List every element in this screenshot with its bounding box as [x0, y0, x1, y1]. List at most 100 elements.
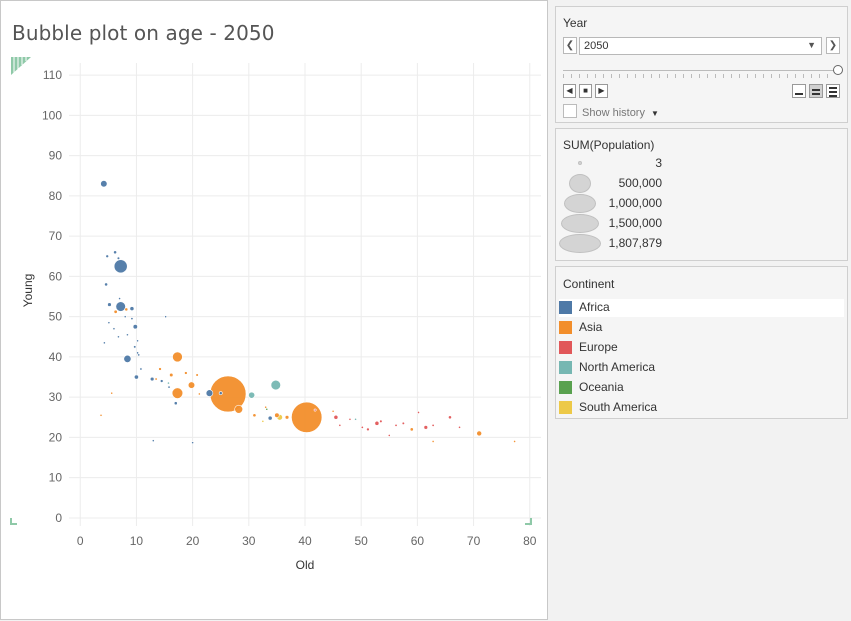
bubble-africa[interactable]: [104, 282, 108, 287]
prev-year-button[interactable]: ❮: [563, 37, 577, 54]
next-year-button[interactable]: ❯: [826, 37, 840, 54]
show-history-toggle[interactable]: Show history ▼: [563, 104, 659, 119]
bubble-north-america[interactable]: [167, 381, 170, 385]
bubble-asia[interactable]: [172, 351, 183, 363]
bubble-africa[interactable]: [205, 389, 214, 397]
bubble-asia[interactable]: [113, 309, 118, 314]
speed-slow-button[interactable]: [792, 84, 806, 98]
bubble-europe[interactable]: [338, 423, 342, 427]
bubble-africa[interactable]: [139, 367, 143, 371]
bubble-africa[interactable]: [118, 297, 121, 300]
bubble-africa[interactable]: [100, 180, 108, 188]
bubble-africa[interactable]: [132, 324, 138, 330]
bubble-europe[interactable]: [348, 417, 352, 421]
bubble-europe[interactable]: [423, 425, 429, 430]
bubble-asia[interactable]: [234, 404, 244, 414]
bubble-south-america[interactable]: [261, 419, 265, 423]
bubble-africa[interactable]: [164, 315, 168, 319]
bubble-europe[interactable]: [458, 425, 461, 429]
bubble-asia[interactable]: [158, 367, 162, 371]
bubble-asia[interactable]: [124, 307, 129, 312]
bubble-africa[interactable]: [123, 354, 132, 363]
zone-grip-icon[interactable]: [11, 57, 31, 75]
bubble-asia[interactable]: [284, 415, 290, 420]
bubble-africa[interactable]: [136, 339, 139, 343]
stop-button[interactable]: ■: [579, 84, 592, 98]
bubble-north-america[interactable]: [354, 417, 357, 421]
bubble-africa[interactable]: [103, 341, 106, 345]
caret-down-icon[interactable]: ▼: [651, 109, 659, 118]
bubble-asia[interactable]: [476, 430, 482, 437]
bubble-chart[interactable]: 0 10 20 30 40 50 60 70 80 0 10 20 30 40 50 60 70 80 90 100 1…: [1, 1, 549, 621]
bubble-asia[interactable]: [274, 412, 280, 418]
step-forward-button[interactable]: ▶: [595, 84, 608, 98]
bubble-asia[interactable]: [171, 387, 184, 399]
bubble-africa[interactable]: [117, 335, 120, 339]
bubble-africa[interactable]: [116, 256, 121, 260]
bubble-africa[interactable]: [167, 385, 171, 389]
bubble-africa[interactable]: [151, 439, 155, 443]
bubble-europe[interactable]: [387, 434, 391, 437]
bubble-africa[interactable]: [267, 415, 273, 421]
legend-item-south-america[interactable]: South America: [559, 399, 844, 417]
legend-item-africa[interactable]: Africa: [559, 299, 844, 317]
bubble-africa[interactable]: [113, 250, 117, 255]
bubble-north-america[interactable]: [270, 379, 281, 391]
speed-fast-button[interactable]: [826, 84, 840, 98]
bubble-asia[interactable]: [513, 440, 516, 443]
bubble-europe[interactable]: [333, 414, 339, 420]
bubble-europe[interactable]: [401, 421, 405, 425]
bubble-africa[interactable]: [159, 379, 164, 383]
bubble-africa[interactable]: [107, 302, 112, 307]
bubble-asia[interactable]: [197, 392, 201, 396]
bubble-africa[interactable]: [191, 441, 195, 445]
bubble-africa[interactable]: [107, 321, 111, 325]
bubble-africa[interactable]: [133, 345, 137, 349]
bubble-asia[interactable]: [184, 371, 188, 375]
bubble-asia[interactable]: [110, 391, 114, 395]
show-history-checkbox[interactable]: [563, 104, 577, 118]
bubble-africa[interactable]: [105, 254, 109, 259]
bubble-asia[interactable]: [99, 413, 103, 417]
bubble-africa[interactable]: [136, 351, 139, 355]
bubble-europe[interactable]: [360, 425, 364, 429]
bubble-africa[interactable]: [130, 317, 134, 321]
bubble-africa[interactable]: [123, 315, 127, 319]
bubble-asia[interactable]: [252, 413, 257, 418]
legend-item-asia[interactable]: Asia: [559, 319, 844, 337]
bubble-europe[interactable]: [431, 423, 435, 427]
bubble-asia[interactable]: [264, 405, 268, 409]
legend-item-oceania[interactable]: Oceania: [559, 379, 844, 397]
bubble-asia[interactable]: [195, 373, 199, 377]
bubble-europe[interactable]: [374, 420, 380, 426]
bubble-europe[interactable]: [417, 411, 420, 414]
bubble-europe[interactable]: [313, 408, 317, 412]
bubble-asia[interactable]: [431, 440, 435, 443]
legend-item-north-america[interactable]: North America: [559, 359, 844, 377]
bubble-africa[interactable]: [112, 327, 116, 331]
bubble-asia[interactable]: [187, 381, 196, 389]
bubble-africa[interactable]: [149, 376, 155, 382]
bubble-asia[interactable]: [169, 372, 174, 378]
bubble-europe[interactable]: [366, 427, 370, 432]
bubble-africa[interactable]: [218, 391, 223, 396]
bubble-asia[interactable]: [291, 401, 323, 433]
step-back-button[interactable]: ◀: [563, 84, 576, 98]
year-slider-thumb[interactable]: [833, 65, 843, 75]
bubble-africa[interactable]: [129, 306, 135, 311]
bubble-africa[interactable]: [173, 401, 178, 406]
year-select[interactable]: 2050 ▼: [579, 37, 822, 55]
bubble-europe[interactable]: [448, 415, 452, 420]
speed-medium-button[interactable]: [809, 84, 823, 98]
bubble-asia[interactable]: [331, 409, 335, 413]
bubble-europe[interactable]: [394, 423, 398, 427]
year-slider-track[interactable]: [563, 70, 835, 71]
bubble-asia[interactable]: [154, 377, 158, 381]
bubble-oceania[interactable]: [265, 407, 269, 411]
bubble-europe[interactable]: [379, 419, 383, 423]
bubble-asia[interactable]: [409, 427, 414, 432]
bubble-africa[interactable]: [134, 374, 139, 380]
bubble-africa[interactable]: [126, 333, 129, 337]
bubble-north-america[interactable]: [248, 391, 256, 399]
bubble-africa[interactable]: [113, 259, 128, 274]
